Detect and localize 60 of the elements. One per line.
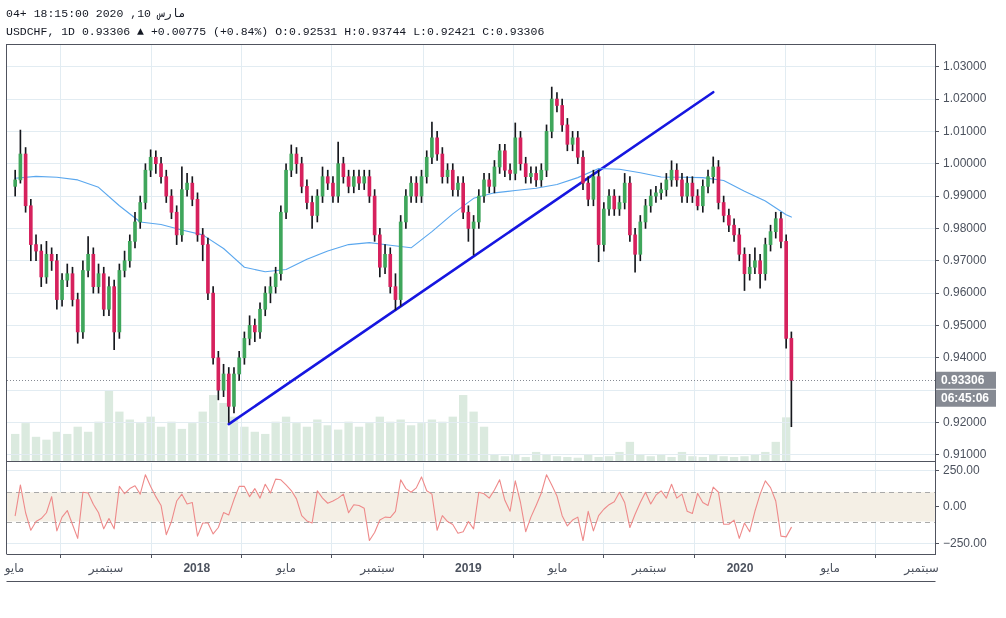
- chart-subtitle: مارس 10, 2020 18:15:00 +04: [6, 6, 186, 21]
- bar: [417, 423, 426, 462]
- x-tick-label: سبتمبر: [903, 560, 939, 576]
- y-tick-label: 0.94000: [943, 350, 987, 365]
- y-tick-label: 0.95000: [943, 317, 987, 332]
- bar: [740, 456, 749, 462]
- y-tick-label: −250.00: [943, 535, 988, 550]
- bar: [104, 390, 114, 462]
- bar: [42, 439, 51, 462]
- ref-line-label: 0.93306: [941, 373, 985, 388]
- bar: [469, 411, 478, 462]
- bar: [167, 421, 176, 462]
- bar: [719, 456, 728, 462]
- x-tick-label: 2019: [455, 560, 483, 575]
- bar: [438, 421, 447, 462]
- bar: [177, 428, 187, 462]
- y-tick-label: 1.02000: [943, 91, 987, 106]
- y-tick-label: 1.01000: [943, 123, 987, 138]
- x-tick-label: سبتمبر: [359, 560, 395, 576]
- y-tick-label: 0.00: [943, 499, 967, 514]
- bar: [188, 423, 197, 462]
- bar: [21, 423, 30, 462]
- chart-title: USDCHF, 1D 0.93306 ▲ +0.00775 (+0.84%) O:0.92531 H:0.93744 L:0.92421 C:0.93306: [6, 24, 545, 39]
- x-tick-label: مايو: [819, 560, 840, 576]
- y-tick-label: 0.96000: [943, 285, 987, 300]
- bar: [365, 423, 374, 462]
- bar: [94, 421, 103, 462]
- bar: [198, 411, 207, 462]
- bar: [344, 421, 353, 462]
- x-tick-label: مايو: [275, 560, 296, 576]
- x-tick-label: مايو: [546, 560, 568, 576]
- y-tick-label: 0.92000: [943, 414, 987, 429]
- bar: [354, 426, 364, 462]
- y-tick-label: 250.00: [943, 462, 981, 477]
- y-tick-label: 0.91000: [943, 447, 987, 462]
- bar: [406, 425, 416, 462]
- y-tick-label: 1.00000: [943, 156, 987, 171]
- x-tick-label: سبتمبر: [87, 560, 124, 576]
- bar: [115, 411, 124, 462]
- bar: [271, 421, 280, 462]
- x-tick-label: مايو: [3, 560, 25, 576]
- bar: [240, 426, 249, 462]
- x-tick-label: 2018: [183, 560, 211, 575]
- bar: [136, 423, 145, 462]
- bar: [479, 426, 489, 462]
- bar: [302, 426, 312, 462]
- y-tick-label: 0.99000: [943, 188, 987, 203]
- x-tick-label: سبتمبر: [630, 560, 667, 576]
- x-tick-label: 2020: [726, 560, 754, 575]
- bar: [208, 395, 218, 462]
- bar: [219, 402, 228, 462]
- y-tick-label: 0.97000: [943, 253, 987, 268]
- bar: [73, 426, 82, 462]
- bar: [292, 423, 301, 462]
- y-tick-label: 0.98000: [943, 220, 987, 235]
- bar: [459, 395, 468, 462]
- candlestick: [659, 182, 663, 200]
- y-tick-label: 1.03000: [943, 58, 987, 73]
- text: 06:45:06: [941, 391, 990, 406]
- bar: [156, 426, 166, 462]
